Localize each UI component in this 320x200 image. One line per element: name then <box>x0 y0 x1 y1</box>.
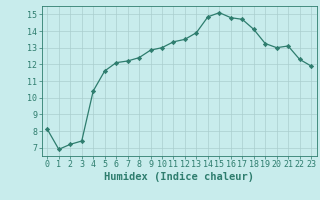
X-axis label: Humidex (Indice chaleur): Humidex (Indice chaleur) <box>104 172 254 182</box>
